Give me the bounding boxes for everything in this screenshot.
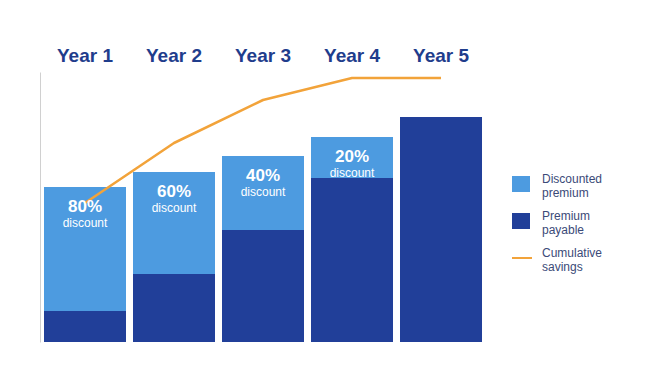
bar-segment [133, 274, 215, 342]
discount-caption: discount [152, 201, 197, 215]
legend-label: Cumulativesavings [542, 246, 602, 274]
background [0, 0, 650, 386]
x-tick: Year 2 [146, 45, 202, 66]
bar-segment [222, 230, 304, 342]
bar-segment [311, 178, 393, 342]
discount-value: 20% [335, 147, 369, 166]
legend-label: Premiumpayable [542, 209, 590, 237]
legend-label-line: payable [542, 223, 584, 237]
x-tick-label: Year 3 [235, 45, 291, 66]
x-tick-label: Year 1 [57, 45, 113, 66]
savings-line [85, 78, 441, 203]
x-tick: Year 3 [235, 45, 291, 66]
x-tick: Year 4 [324, 45, 380, 66]
x-tick-label: Year 5 [413, 45, 469, 66]
x-tick-label: Year 2 [146, 45, 202, 66]
discount-caption: discount [63, 216, 108, 230]
plot-area [44, 78, 482, 342]
legend-label-line: premium [542, 186, 589, 200]
discount-caption: discount [330, 166, 375, 180]
legend-label-line: Premium [542, 209, 590, 223]
x-axis: Year 1 Year 2 Year 3 Year 4 Year 5 [57, 45, 469, 66]
legend-swatch [512, 176, 530, 192]
y-axis [40, 73, 41, 343]
legend-label: Discountedpremium [542, 172, 602, 200]
x-tick-label: Year 4 [324, 45, 380, 66]
discount-value: 40% [246, 166, 280, 185]
legend-swatch [512, 257, 532, 259]
legend-label-line: savings [542, 260, 583, 274]
y-axis-line [40, 73, 41, 343]
x-tick: Year 5 [413, 45, 469, 66]
chart: Year 1Year 2Year 3Year 4Year 580%discoun… [0, 0, 650, 386]
legend: Discountedpremium Premiumpayable Cumulativ… [512, 172, 602, 274]
legend-item: Cumulativesavings [512, 246, 602, 274]
legend-swatch [512, 213, 530, 229]
discount-value: 80% [68, 197, 102, 216]
legend-label-line: Discounted [542, 172, 602, 186]
legend-label-line: Cumulative [542, 246, 602, 260]
discount-labels: 80%discount60%discount40%discount20%disc… [63, 147, 375, 230]
bar-segment [400, 117, 482, 118]
legend-item: Discountedpremium [512, 172, 602, 200]
bar-segment [400, 117, 482, 342]
bar-segment [44, 311, 126, 342]
discount-value: 60% [157, 182, 191, 201]
bar-segment [133, 172, 215, 274]
legend-item: Premiumpayable [512, 209, 590, 237]
discount-caption: discount [241, 185, 286, 199]
bar-segment [44, 187, 126, 311]
bar-segment [222, 156, 304, 230]
x-tick: Year 1 [57, 45, 113, 66]
